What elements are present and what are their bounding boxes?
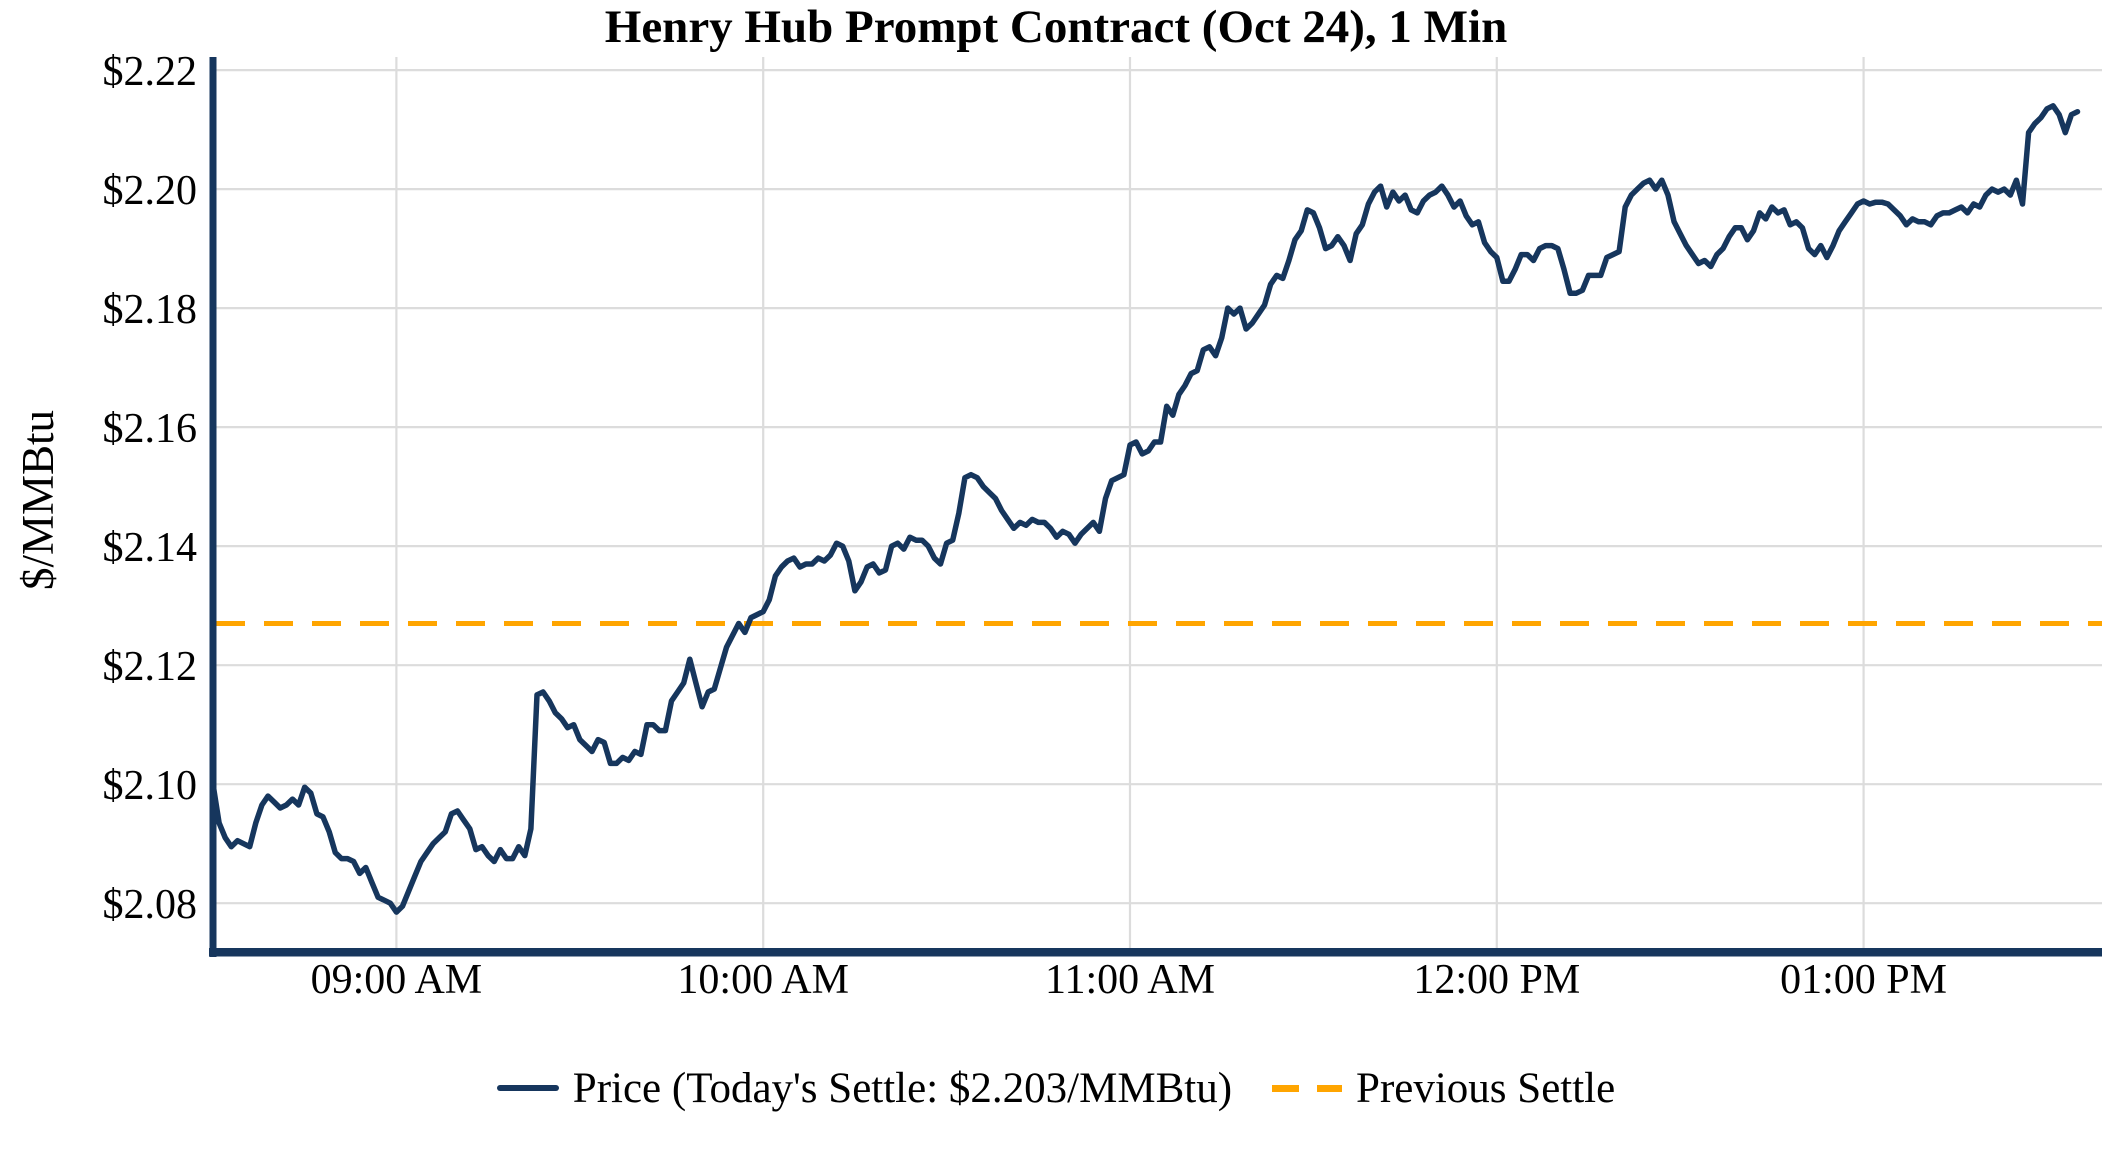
y-tick-label: $2.12 [103, 644, 198, 690]
x-tick-label: 10:00 AM [677, 957, 849, 1003]
price-line-series [210, 103, 2081, 915]
y-axis-title: $/MMBtu [13, 409, 63, 591]
x-tick-label: 12:00 PM [1413, 957, 1580, 1003]
x-axis-line [209, 948, 2102, 957]
x-tick-label: 01:00 PM [1780, 957, 1947, 1003]
y-tick-label: $2.14 [103, 525, 198, 571]
y-tick-label: $2.16 [103, 406, 198, 452]
y-axis-line [209, 57, 217, 957]
y-tick-labels: $2.08 $2.10 $2.12 $2.14 $2.16 $2.18 $2.20 $2.22 [103, 49, 198, 928]
y-tick-label: $2.22 [103, 49, 198, 95]
price-legend-label: Price (Today's Settle: $2.203/MMBtu) [572, 1064, 1233, 1112]
x-tick-labels: 09:00 AM 10:00 AM 11:00 AM 12:00 PM 01:00 PM [311, 957, 1947, 1003]
y-tick-label: $2.10 [103, 763, 198, 809]
y-tick-label: $2.08 [103, 882, 198, 928]
y-tick-label: $2.18 [103, 287, 198, 333]
chart-title: Henry Hub Prompt Contract (Oct 24), 1 Mi… [604, 1, 1508, 53]
horizontal-gridlines [216, 68, 2102, 905]
previous-settle-legend-label: Previous Settle [1356, 1064, 1616, 1112]
previous-settle-legend-swatch [1272, 1084, 1343, 1092]
price-line-legend-swatch [496, 1085, 559, 1091]
x-tick-label: 11:00 AM [1045, 957, 1215, 1003]
legend: Price (Today's Settle: $2.203/MMBtu) Pre… [0, 1058, 2112, 1118]
y-tick-label: $2.20 [103, 168, 198, 214]
vertical-gridlines [395, 57, 1865, 949]
x-tick-label: 09:00 AM [311, 957, 483, 1003]
